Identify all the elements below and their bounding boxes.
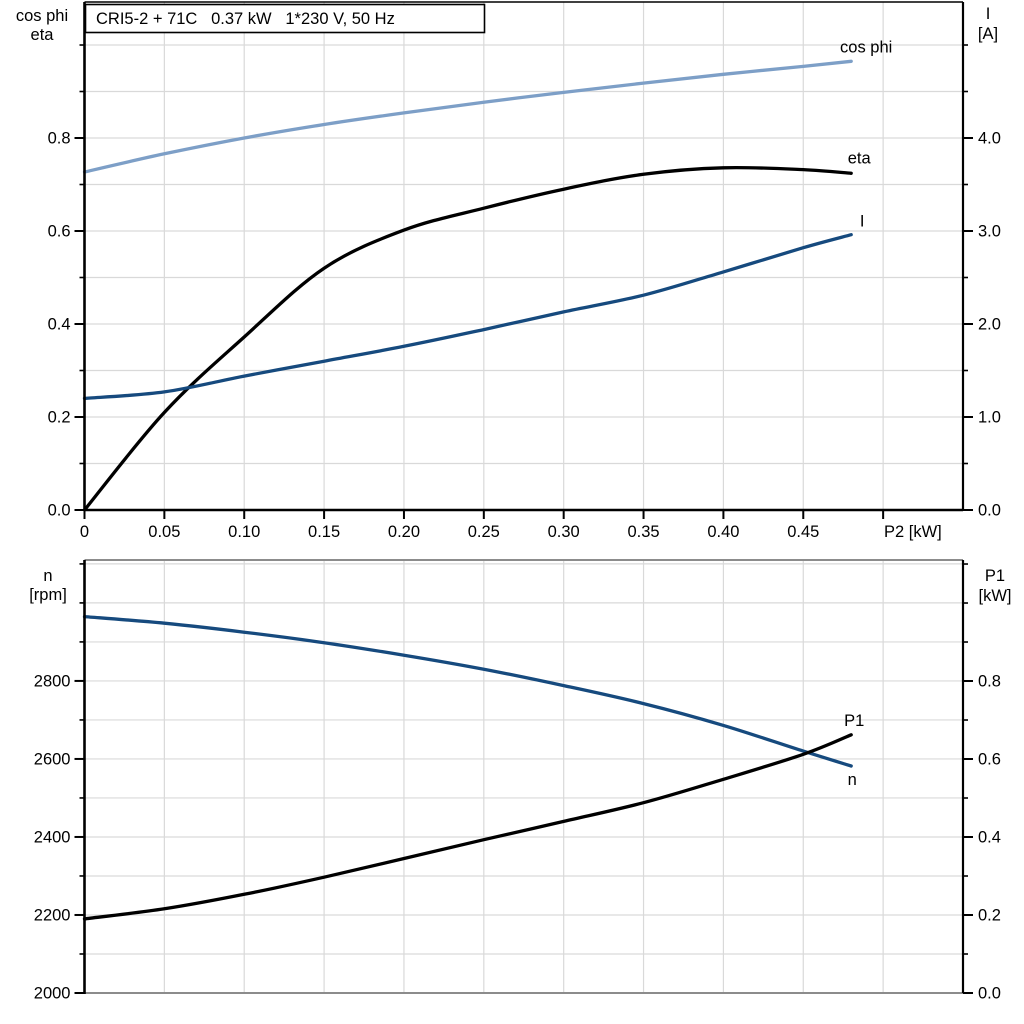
x-tick-label: 0.15 (308, 523, 340, 541)
right-tick-label: 3.0 (978, 223, 1001, 241)
x-tick-label: 0.30 (548, 523, 580, 541)
curve-label-p1: P1 (844, 712, 864, 730)
right-tick-label: 0.4 (978, 829, 1001, 847)
right-tick-label: 0.8 (978, 673, 1001, 691)
x-tick-label: 0.10 (228, 523, 260, 541)
bottom-left-axis-title-line2: [rpm] (29, 586, 67, 604)
top-left-axis-title-line2: eta (31, 26, 55, 44)
x-tick-label: 0.40 (707, 523, 739, 541)
right-tick-label: 2.0 (978, 316, 1001, 334)
curve-label-i: I (860, 213, 865, 231)
top-right-axis-title-line1: I (986, 5, 991, 23)
left-tick-label: 0.8 (48, 130, 71, 148)
x-tick-label: 0.05 (148, 523, 180, 541)
curve-label-eta: eta (848, 149, 872, 167)
right-tick-label: 4.0 (978, 130, 1001, 148)
title-box-frame (84, 3, 486, 34)
bottom-chart-plot: n P1 2000 2200 2400 2600 2800 0.0 0.2 0.4 0.6 0.8 (34, 559, 1001, 1003)
curve-cos-phi (82, 59, 853, 174)
right-tick-label: 0.6 (978, 751, 1001, 769)
chart-title: CRI5-2 + 71C 0.37 kW 1*230 V, 50 Hz (96, 10, 395, 28)
title-box: CRI5-2 + 71C 0.37 kW 1*230 V, 50 Hz (84, 3, 486, 34)
left-tick-label: 2400 (34, 828, 71, 846)
right-tick-label: 0.0 (978, 502, 1001, 520)
bottom-right-axis-title-line1: P1 (985, 567, 1005, 585)
curve-label-n: n (848, 771, 857, 789)
curve-eta (82, 165, 853, 512)
x-tick-label: 0 (80, 523, 89, 541)
curve-n (82, 614, 853, 768)
top-chart-plot: cos phi eta I 0.0 0.2 0.4 0.6 0.8 0.0 1.0 2.0 3.0 4.… (48, 1, 1001, 541)
left-tick-label: 2600 (34, 750, 71, 768)
x-axis-title: P2 [kW] (884, 523, 942, 541)
x-tick-label: 0.25 (468, 523, 500, 541)
x-tick-label: 0.35 (627, 523, 659, 541)
right-tick-label: 0.0 (978, 985, 1001, 1003)
left-tick-label: 2800 (34, 672, 71, 690)
left-tick-label: 0.0 (48, 502, 71, 520)
x-tick-label: 0.45 (787, 523, 819, 541)
axis-titles: cos phi eta I [A] P2 [kW] n [rpm] P1 [kW… (16, 5, 1012, 605)
top-right-axis-title-line2: [A] (978, 25, 998, 43)
bottom-left-axis-title-line1: n (43, 567, 52, 585)
left-tick-label: 0.6 (48, 223, 71, 241)
x-tick-label: 0.20 (388, 523, 420, 541)
top-left-axis-title-line1: cos phi (16, 7, 68, 25)
right-tick-label: 1.0 (978, 409, 1001, 427)
curve-i (82, 233, 853, 401)
left-tick-label: 2000 (34, 985, 71, 1003)
curve-label-cos-phi: cos phi (840, 38, 892, 56)
left-tick-label: 2200 (34, 906, 71, 924)
curve-p1 (82, 733, 853, 921)
bottom-right-axis-title-line2: [kW] (979, 587, 1012, 605)
left-tick-label: 0.2 (48, 409, 71, 427)
left-tick-label: 0.4 (48, 316, 71, 334)
right-tick-label: 0.2 (978, 907, 1001, 925)
